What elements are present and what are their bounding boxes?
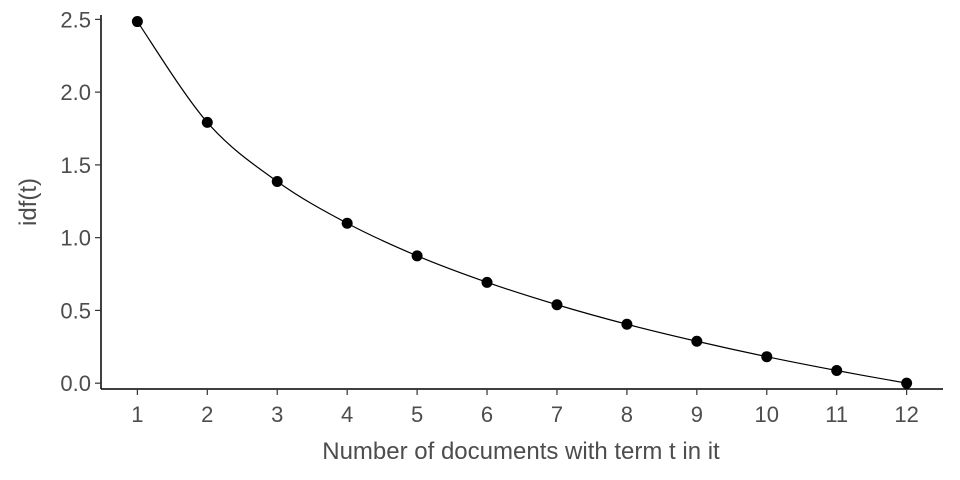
chart-marks	[131, 16, 913, 389]
y-tick-label: 2.5	[60, 7, 91, 32]
axes: 0.00.51.01.52.02.51 2 3 4 5 6 7 8 9 10 11 12	[60, 7, 943, 427]
data-point	[761, 351, 773, 363]
x-tick-label: 8	[621, 402, 633, 427]
y-tick-label: 0.0	[60, 371, 91, 396]
data-point	[621, 318, 633, 330]
data-point	[201, 116, 213, 128]
x-tick-label: 4	[341, 402, 353, 427]
series-line	[136, 21, 907, 384]
y-axis-title: idf(t)	[15, 178, 42, 226]
x-tick-label: 5	[411, 402, 423, 427]
x-axis-title: Number of documents with term t in it	[322, 438, 720, 465]
data-point	[901, 377, 913, 389]
data-point	[551, 299, 563, 311]
x-tick-label: 10	[755, 402, 779, 427]
data-point	[691, 335, 703, 347]
data-point	[481, 276, 493, 288]
data-point	[411, 250, 423, 262]
y-tick-label: 2.0	[60, 80, 91, 105]
data-point	[131, 16, 143, 28]
x-tick-label: 12	[894, 402, 918, 427]
y-tick-label: 1.0	[60, 226, 91, 251]
x-tick-label: 11	[825, 402, 848, 427]
x-tick-label: 3	[271, 402, 283, 427]
x-tick-label: 9	[691, 402, 703, 427]
x-tick-label: 2	[201, 402, 213, 427]
x-tick-label: 6	[481, 402, 493, 427]
data-point	[271, 175, 283, 187]
data-point	[831, 365, 843, 377]
y-tick-label: 0.5	[60, 298, 91, 323]
x-tick-label: 1	[131, 402, 143, 427]
x-tick-label: 7	[551, 402, 563, 427]
data-point	[341, 217, 353, 229]
y-tick-label: 1.5	[60, 153, 91, 178]
